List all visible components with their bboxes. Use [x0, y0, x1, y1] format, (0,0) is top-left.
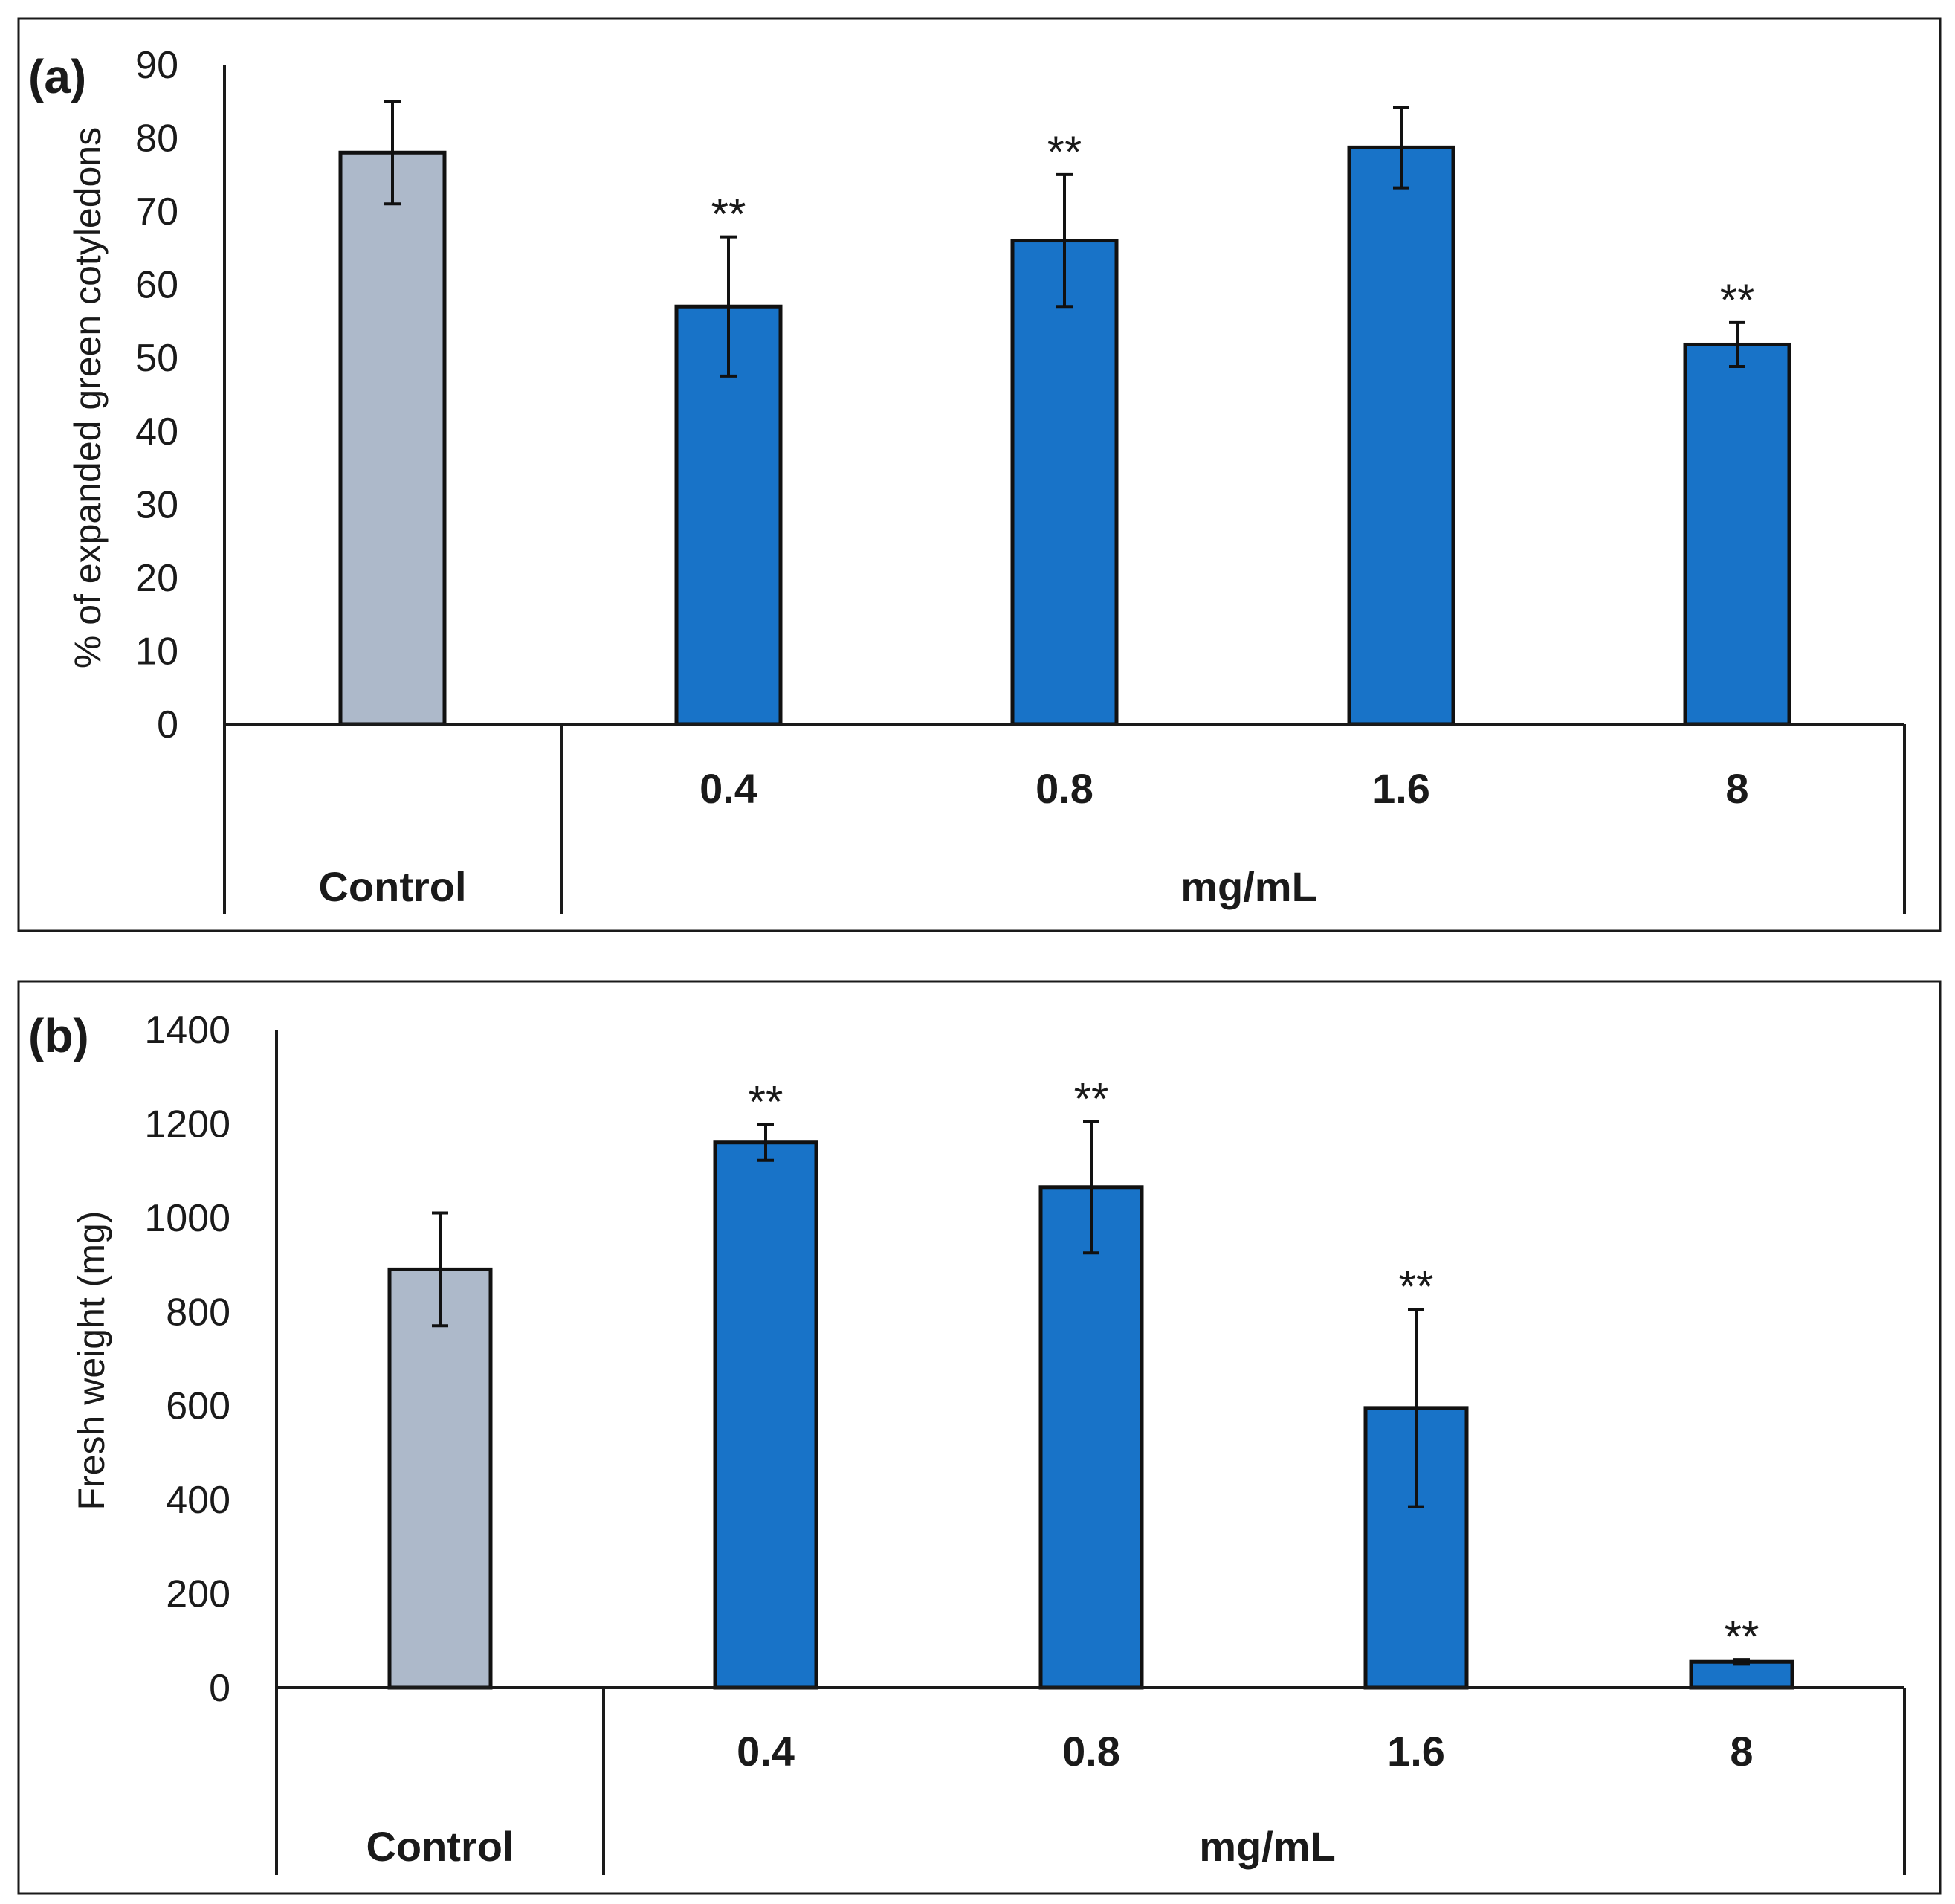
panel-b-y-tick-label: 200 [166, 1573, 230, 1616]
panel-a-x-tick-label: 0.4 [699, 765, 757, 812]
panel-b-bar-dose [713, 1140, 818, 1690]
panel-b-significance-mark: ** [1725, 1612, 1760, 1662]
panel-a-y-tick-label: 10 [135, 630, 178, 673]
panel-a-unit-group-label: mg/mL [1180, 863, 1317, 910]
panel-b-axes [275, 1030, 1906, 1875]
panel-b-frame [17, 980, 1942, 1895]
panel-a: (a) % of expanded green cotyledons 0 10 20… [17, 17, 1942, 932]
panel-a-bar-dose [1010, 239, 1119, 726]
panel-a-significance-mark: ** [711, 190, 746, 239]
panel-b-y-tick-label: 1200 [144, 1103, 230, 1146]
panel-a-bars [338, 145, 1791, 726]
panel-a-bar-control [338, 150, 447, 726]
panel-b-y-axis-label: Fresh weight (mg) [71, 1211, 112, 1511]
panel-b-y-tick-label: 0 [209, 1667, 230, 1710]
panel-b-unit-group-label: mg/mL [1199, 1823, 1336, 1870]
panel-b-bar-control [387, 1267, 493, 1690]
panel-a-x-tick-label: 8 [1725, 765, 1748, 812]
panel-a-bar-dose [1683, 342, 1791, 726]
panel-b-category-labels: 0.4 0.8 1.6 8 [737, 1728, 1754, 1775]
panel-b-x-tick-label: 0.4 [737, 1728, 795, 1775]
panel-a-y-ticks: 0 10 20 30 40 50 60 70 80 90 [135, 44, 178, 746]
panel-a-control-group-label: Control [318, 863, 466, 910]
panel-a-bar-dose [1347, 145, 1455, 726]
panel-b-significance-mark: ** [1399, 1262, 1434, 1311]
panel-a-y-tick-label: 50 [135, 337, 178, 380]
panel-a-y-tick-label: 0 [157, 703, 178, 746]
panel-b-y-tick-label: 800 [166, 1291, 230, 1334]
panel-a-y-tick-label: 60 [135, 264, 178, 307]
panel-b-y-tick-label: 600 [166, 1385, 230, 1428]
panel-b-significance-mark: ** [1074, 1074, 1109, 1123]
panel-a-axes [223, 65, 1906, 914]
panel-a-significance-mark: ** [1047, 127, 1082, 177]
panel-b-x-tick-label: 0.8 [1062, 1728, 1120, 1775]
panel-b-control-group-label: Control [366, 1823, 514, 1870]
panel-a-frame [17, 17, 1942, 932]
panel-a-x-tick-label: 0.8 [1035, 765, 1093, 812]
panel-a-significance-mark: ** [1720, 275, 1755, 325]
panel-b-label: (b) [28, 1009, 89, 1062]
panel-b-y-tick-label: 1400 [144, 1009, 230, 1052]
panel-a-significance-marks: ** ** ** [711, 127, 1755, 325]
panel-a-x-tick-label: 1.6 [1372, 765, 1430, 812]
panel-a-y-tick-label: 90 [135, 44, 178, 87]
panel-a-error-bars [384, 100, 1745, 378]
panel-a-y-axis-label: % of expanded green cotyledons [67, 127, 109, 668]
panel-b-y-tick-label: 1000 [144, 1197, 230, 1240]
panel-b-bar-dose [1038, 1185, 1144, 1690]
panel-a-y-tick-label: 70 [135, 190, 178, 233]
panel-b: (b) Fresh weight (mg) 0 200 400 600 800 1000 1… [17, 980, 1942, 1895]
panel-a-label: (a) [28, 50, 86, 103]
panel-a-y-tick-label: 20 [135, 557, 178, 600]
panel-a-y-tick-label: 40 [135, 410, 178, 454]
panel-b-error-bars [432, 1120, 1750, 1666]
panel-b-y-tick-label: 400 [166, 1479, 230, 1522]
panel-a-category-labels: 0.4 0.8 1.6 8 [699, 765, 1749, 812]
panel-b-x-tick-label: 8 [1730, 1728, 1753, 1775]
panel-b-significance-mark: ** [749, 1077, 783, 1127]
panel-b-y-ticks: 0 200 400 600 800 1000 1200 1400 [144, 1009, 230, 1710]
panel-b-x-tick-label: 1.6 [1387, 1728, 1445, 1775]
panel-b-bar-dose [1689, 1659, 1794, 1690]
panel-a-y-tick-label: 80 [135, 117, 178, 161]
panel-a-y-tick-label: 30 [135, 483, 178, 526]
panel-b-significance-marks: ** ** ** ** [749, 1074, 1760, 1662]
